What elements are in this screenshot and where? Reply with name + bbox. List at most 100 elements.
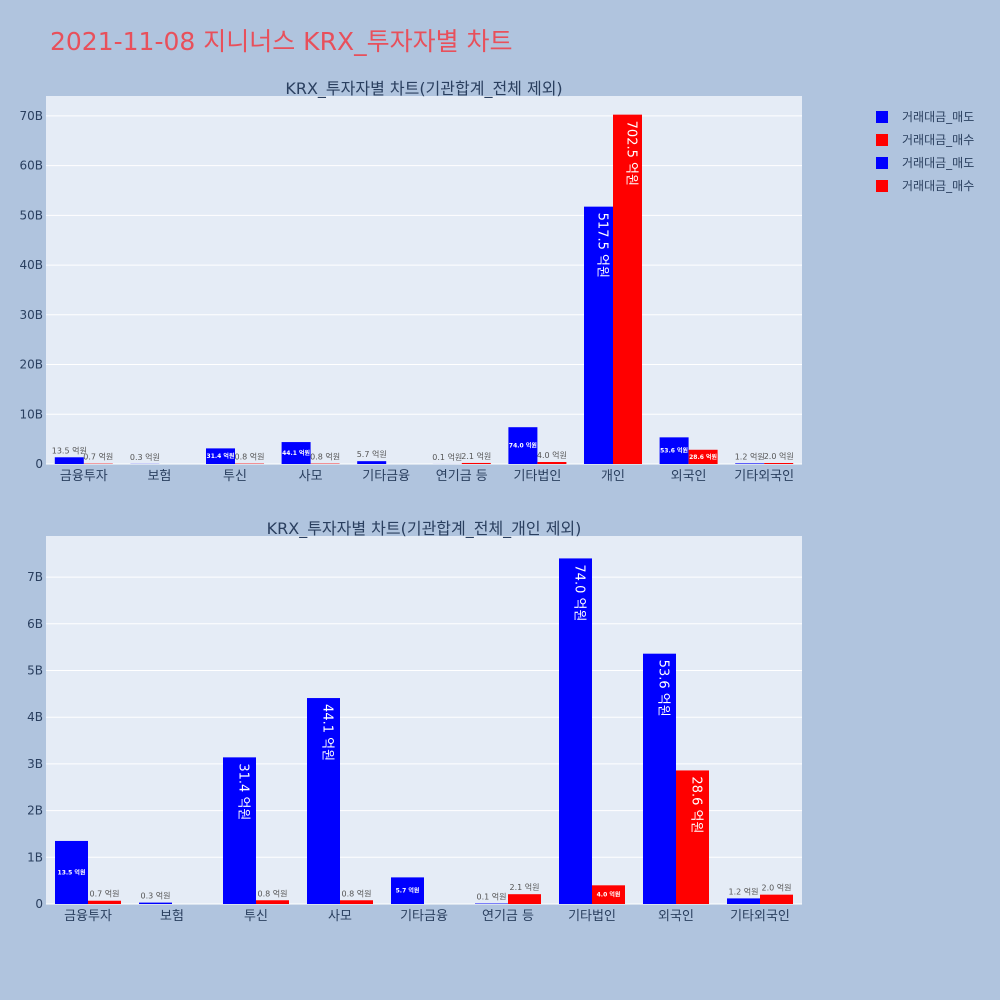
plot-area: [46, 96, 802, 464]
y-tick-label: 5B: [27, 663, 43, 677]
bar-buy: [764, 463, 794, 464]
x-tick-label: 기타금융: [362, 469, 410, 484]
legend-label: 거래대금_매수: [902, 179, 975, 193]
chart-title: KRX_투자자별 차트(기관합계_전체 제외): [285, 79, 562, 99]
data-label: 53.6 억원: [660, 447, 688, 455]
y-tick-label: 4B: [27, 710, 43, 724]
y-tick-label: 30B: [19, 308, 43, 322]
y-tick-label: 7B: [27, 570, 43, 584]
legend-swatch-sell: [876, 156, 888, 169]
legend-label: 거래대금_매수: [902, 133, 975, 147]
data-label: 0.8 억원: [258, 888, 288, 898]
legend-item-sell-2[interactable]: 거래대금_매도: [876, 151, 996, 174]
y-tick-label: 6B: [27, 617, 43, 631]
x-tick-label: 기타외국인: [734, 469, 794, 484]
bar-sell: [559, 558, 592, 904]
chart-1: 0 10B 20B 30B 40B 50B 60B 70B KRX_투자자별 차트(기관합계_전…: [19, 79, 802, 484]
bar-buy: [613, 114, 642, 464]
x-tick-label: 보험: [147, 469, 171, 484]
data-label: 13.5 억원: [58, 868, 86, 876]
x-tick-label: 기타금융: [400, 909, 448, 924]
x-tick-label: 연기금 등: [436, 469, 488, 484]
x-tick-label: 금융투자: [60, 469, 108, 484]
x-tick-label: 연기금 등: [482, 909, 534, 924]
bar-sell: [584, 206, 613, 464]
bar-buy: [88, 900, 121, 904]
page-title: 2021-11-08 지니너스 KRX_투자자별 차트: [50, 27, 513, 56]
data-label: 702.5 억원: [624, 121, 639, 186]
bar-buy: [676, 770, 709, 904]
data-label: 0.7 억원: [90, 889, 120, 899]
y-tick-label: 0: [35, 457, 43, 471]
legend-item-buy-2[interactable]: 거래대금_매수: [876, 174, 996, 197]
data-label: 0.8 억원: [310, 452, 340, 462]
data-label: 74.0 억원: [509, 442, 537, 450]
data-label: 2.0 억원: [762, 883, 792, 893]
x-tick-label: 금융투자: [64, 909, 112, 924]
y-tick-label: 60B: [19, 159, 43, 173]
data-label: 0.8 억원: [342, 888, 372, 898]
data-label: 2.1 억원: [510, 882, 540, 892]
bar-buy: [592, 885, 625, 904]
bar-sell: [54, 457, 84, 464]
data-label: 0.3 억원: [141, 891, 171, 901]
data-label: 44.1 억원: [282, 449, 310, 457]
bar-sell: [55, 840, 88, 904]
legend-item-buy-1[interactable]: 거래대금_매수: [876, 128, 996, 151]
legend-swatch-sell: [876, 110, 888, 123]
data-label: 517.5 억원: [595, 213, 610, 278]
bar-sell: [727, 898, 760, 904]
y-tick-label: 50B: [19, 208, 43, 222]
data-label: 31.4 억원: [207, 452, 235, 460]
data-label: 28.6 억원: [689, 453, 717, 461]
bar-sell: [281, 442, 311, 464]
x-tick-label: 개인: [601, 469, 625, 484]
y-tick-label: 2B: [27, 804, 43, 818]
bar-buy: [340, 900, 373, 904]
bar-sell: [508, 427, 538, 464]
bar-sell: [659, 437, 689, 464]
bar-sell: [735, 463, 765, 464]
bar-sell: [139, 902, 172, 904]
data-label: 44.1 억원: [320, 704, 335, 761]
data-label: 1.2 억원: [735, 451, 765, 461]
x-tick-label: 기타법인: [513, 469, 561, 484]
data-label: 2.1 억원: [461, 451, 491, 461]
x-tick-label: 사모: [328, 909, 352, 924]
x-tick-label: 사모: [299, 469, 323, 484]
data-label: 53.6 억원: [656, 660, 671, 717]
bar-buy: [461, 462, 491, 464]
bar-buy: [256, 900, 289, 904]
y-tick-label: 1B: [27, 850, 43, 864]
y-tick-label: 40B: [19, 258, 43, 272]
bar-sell: [223, 757, 256, 904]
data-label: 13.5 억원: [52, 445, 87, 455]
data-label: 1.2 억원: [729, 886, 759, 896]
data-label: 5.7 억원: [357, 449, 387, 459]
data-label: 0.1 억원: [477, 892, 507, 902]
bar-sell: [391, 877, 424, 904]
x-tick-label: 기타법인: [568, 909, 616, 924]
data-label: 0.8 억원: [235, 452, 265, 462]
bar-sell: [206, 448, 235, 464]
legend-label: 거래대금_매도: [902, 156, 975, 170]
chart-title: KRX_투자자별 차트(기관합계_전체_개인 제외): [267, 519, 582, 539]
data-label: 0.1 억원: [432, 452, 462, 462]
legend-item-sell-1[interactable]: 거래대금_매도: [876, 105, 996, 128]
data-label: 4.0 억원: [597, 891, 621, 899]
legend[interactable]: 거래대금_매도 거래대금_매수 거래대금_매도 거래대금_매수: [876, 105, 996, 197]
bar-buy: [537, 462, 567, 464]
x-tick-label: 외국인: [671, 469, 707, 484]
data-label: 74.0 억원: [572, 564, 587, 621]
bar-sell: [307, 698, 340, 904]
legend-swatch-buy: [876, 179, 888, 192]
x-tick-label: 보험: [160, 909, 184, 924]
x-tick-label: 투신: [223, 469, 247, 484]
x-tick-label: 기타외국인: [730, 909, 790, 924]
x-tick-label: 투신: [244, 909, 268, 924]
legend-label: 거래대금_매도: [902, 110, 975, 124]
x-tick-label: 외국인: [658, 909, 694, 924]
data-label: 5.7 억원: [396, 887, 420, 895]
data-label: 0.3 억원: [130, 452, 160, 462]
